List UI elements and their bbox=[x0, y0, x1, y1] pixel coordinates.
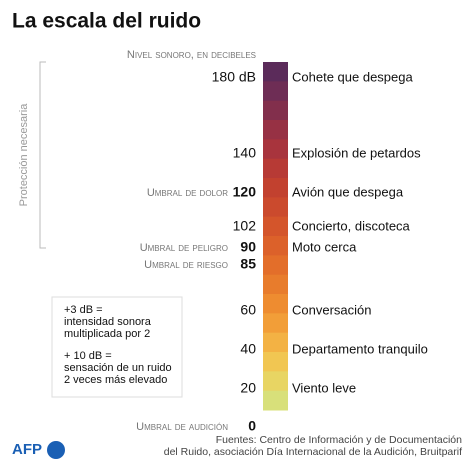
note-line: intensidad sonora bbox=[64, 316, 152, 328]
level-value: 140 bbox=[233, 145, 257, 161]
bar-segment bbox=[263, 313, 288, 334]
level-value: 90 bbox=[240, 239, 256, 255]
level-value: 85 bbox=[240, 256, 256, 272]
note-line: +3 dB = bbox=[64, 304, 103, 316]
bar-segment bbox=[263, 216, 288, 237]
note-line: multiplicada por 2 bbox=[64, 328, 150, 340]
note-line: 2 veces más elevado bbox=[64, 374, 167, 386]
title: La escala del ruido bbox=[12, 10, 201, 33]
bar-segment bbox=[263, 255, 288, 276]
bar-segment bbox=[263, 332, 288, 353]
bar-segment bbox=[263, 120, 288, 140]
bar-segment bbox=[263, 197, 288, 218]
level-value: 180 dB bbox=[212, 69, 256, 85]
source-line: del Ruido, asociación Día Internacional … bbox=[164, 446, 462, 458]
bar-segment bbox=[263, 81, 288, 102]
example: Avión que despega bbox=[292, 184, 404, 199]
example: Concierto, discoteca bbox=[292, 218, 411, 233]
threshold: Umbral de dolor bbox=[147, 187, 228, 199]
color-bar bbox=[263, 62, 288, 411]
bar-segment bbox=[263, 62, 288, 82]
source-line: Fuentes: Centro de Información y de Docu… bbox=[216, 434, 462, 446]
note-line: + 10 dB = bbox=[64, 350, 112, 362]
example: Cohete que despega bbox=[292, 69, 413, 84]
bar-segment bbox=[263, 100, 288, 121]
bar-segment bbox=[263, 139, 288, 160]
bar-segment bbox=[263, 158, 288, 179]
bar-segment bbox=[263, 390, 288, 411]
logo-dot bbox=[47, 441, 65, 459]
example: Moto cerca bbox=[292, 239, 357, 254]
example: Departamento tranquilo bbox=[292, 341, 428, 356]
note-box bbox=[51, 296, 183, 398]
level-value: 102 bbox=[233, 218, 257, 234]
side-label: Protección necesaria bbox=[18, 103, 30, 207]
bracket bbox=[39, 61, 46, 249]
level-value: 0 bbox=[248, 418, 256, 434]
bar-segment bbox=[263, 371, 288, 392]
bar-segment bbox=[263, 178, 288, 198]
level-value: 40 bbox=[240, 341, 256, 357]
level-value: 120 bbox=[233, 184, 257, 200]
logo: AFP bbox=[12, 441, 42, 458]
example: Conversación bbox=[292, 302, 372, 317]
levels: 180 dB Cohete que despega 140 Explosión de … bbox=[136, 69, 428, 434]
bar-segment bbox=[263, 236, 288, 256]
threshold: Umbral de audición bbox=[136, 421, 228, 433]
bar-segment bbox=[263, 352, 288, 372]
source: Fuentes: Centro de Información y de Docu… bbox=[164, 434, 462, 458]
subtitle: Nivel sonoro, en decibeles bbox=[127, 49, 256, 61]
example: Explosión de petardos bbox=[292, 145, 421, 160]
note-line: sensación de un ruido bbox=[64, 362, 172, 374]
bar-segment bbox=[263, 274, 288, 295]
threshold: Umbral de riesgo bbox=[144, 259, 228, 271]
threshold: Umbral de peligro bbox=[140, 242, 228, 254]
bar-segment bbox=[263, 294, 288, 314]
level-value: 60 bbox=[240, 302, 256, 318]
level-value: 20 bbox=[240, 380, 256, 396]
example: Viento leve bbox=[292, 380, 356, 395]
